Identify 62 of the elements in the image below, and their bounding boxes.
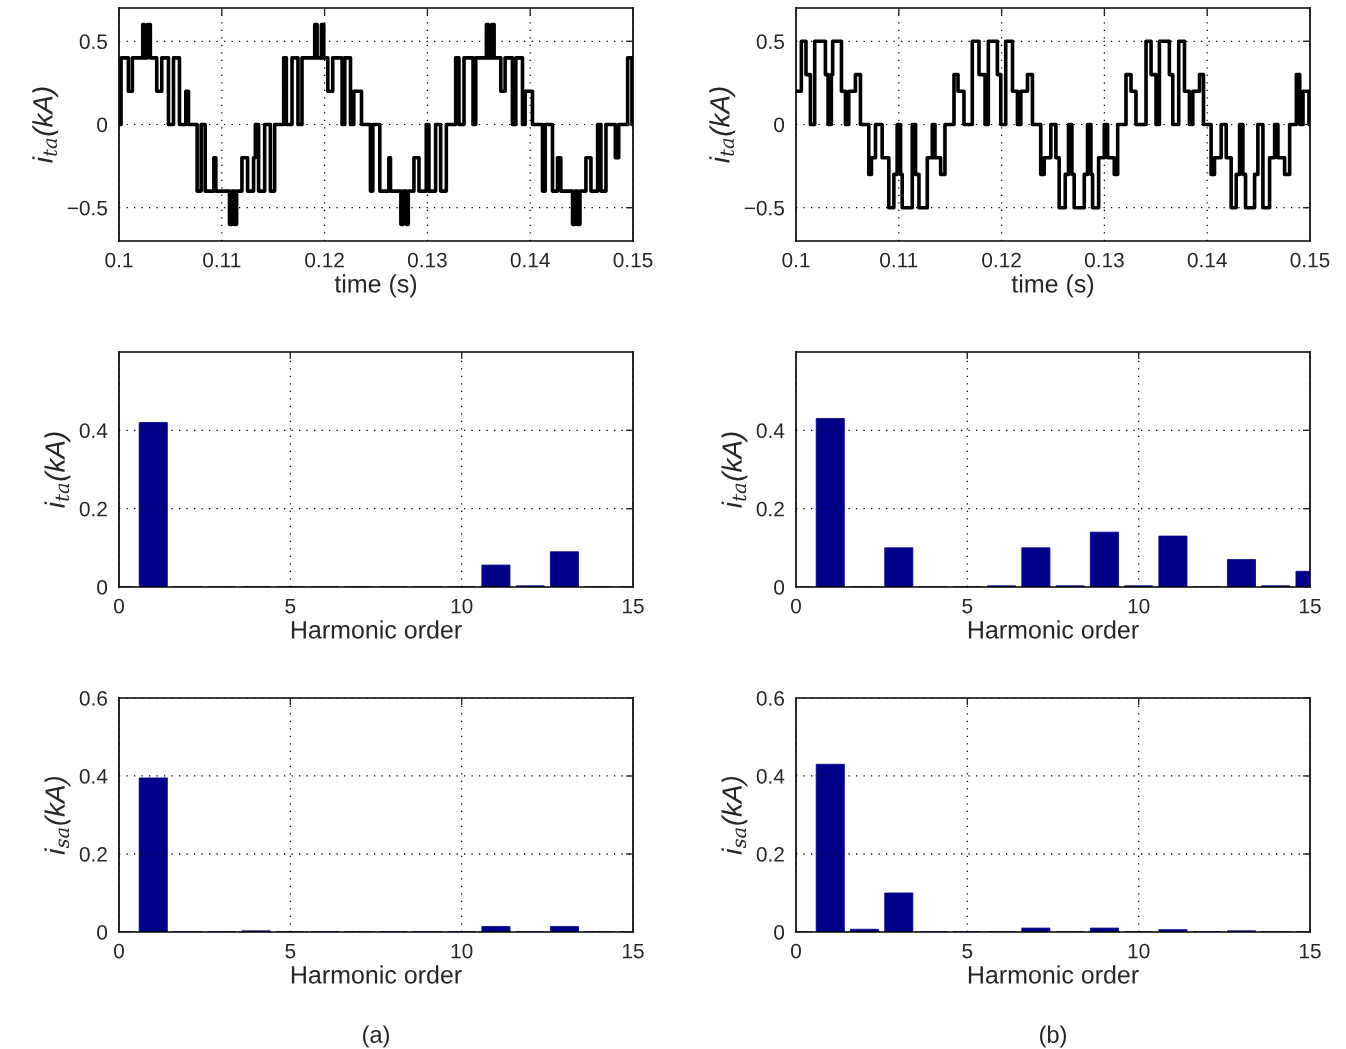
y-axis-title: i$_{ta}$(kA) — [721, 432, 748, 508]
text: (b) — [1040, 1025, 1066, 1048]
y-tick-label: 0.6 — [79, 691, 107, 706]
x-axis-title: time (s) — [1011, 274, 1094, 298]
y-axis-title: i$_{ta}$(kA) — [44, 432, 71, 508]
x-tick-label: 0.13 — [1084, 252, 1124, 268]
x-tick-label: 0.14 — [1187, 252, 1227, 268]
y-axis-title: i$_{sa}$(kA) — [44, 776, 71, 855]
y-axis-title: i$_{ta}$(kA) — [709, 87, 736, 163]
x-axis-title: Harmonic order — [968, 620, 1139, 639]
y-tick-label: 0.2 — [756, 847, 784, 862]
y-axis-title: i$_{sa}$(kA) — [721, 776, 748, 855]
y-tick-label: 0 — [97, 117, 108, 133]
y-tick-label: 0 — [97, 580, 108, 595]
y-tick-label: −0.5 — [744, 200, 785, 216]
y-tick-label: 0.2 — [79, 501, 107, 517]
x-tick-label: 5 — [285, 943, 296, 959]
x-tick-label: 0.11 — [880, 252, 918, 268]
text: (a) — [363, 1025, 389, 1048]
x-tick-label: 10 — [451, 598, 473, 614]
x-tick-label: 0 — [114, 598, 124, 614]
y-tick-label: 0.2 — [756, 501, 784, 517]
y-tick-label: 0.6 — [756, 691, 784, 706]
y-tick-label: 0.4 — [79, 769, 108, 784]
x-tick-label: 15 — [1300, 598, 1321, 614]
y-tick-label: −0.5 — [67, 200, 108, 216]
x-axis-title: Harmonic order — [291, 965, 462, 984]
x-tick-label: 0.1 — [782, 252, 810, 268]
x-tick-label: 5 — [962, 598, 973, 614]
x-tick-label: 0.11 — [203, 252, 241, 268]
x-axis-title: Harmonic order — [291, 620, 462, 639]
x-tick-label: 0.15 — [613, 252, 653, 268]
x-tick-label: 0.13 — [407, 252, 447, 268]
y-tick-label: 0.5 — [756, 34, 785, 50]
x-axis-title: Harmonic order — [968, 965, 1139, 984]
x-tick-label: 15 — [623, 943, 644, 959]
x-tick-label: 10 — [451, 943, 473, 959]
y-tick-label: 0 — [774, 925, 785, 940]
x-tick-label: 0.12 — [305, 252, 344, 268]
y-tick-label: 0.4 — [756, 423, 785, 439]
y-tick-label: 0.4 — [79, 423, 108, 439]
x-axis-title: time (s) — [334, 274, 417, 298]
y-tick-label: 0 — [97, 925, 108, 940]
x-tick-label: 0.1 — [105, 252, 133, 268]
y-axis-title: i$_{ta}$(kA) — [32, 87, 59, 163]
x-tick-label: 0.14 — [510, 252, 550, 268]
x-tick-label: 0.15 — [1290, 252, 1330, 268]
x-tick-label: 10 — [1128, 598, 1150, 614]
x-tick-label: 0 — [114, 943, 124, 959]
x-tick-label: 5 — [962, 943, 973, 959]
x-tick-label: 15 — [1300, 943, 1321, 959]
x-tick-label: 0 — [791, 598, 801, 614]
x-tick-label: 0.12 — [982, 252, 1021, 268]
x-tick-label: 10 — [1128, 943, 1150, 959]
y-tick-label: 0.4 — [756, 769, 785, 784]
x-tick-label: 5 — [285, 598, 296, 614]
y-tick-label: 0.2 — [79, 847, 107, 862]
y-tick-label: 0.5 — [79, 34, 108, 50]
x-tick-label: 0 — [791, 943, 801, 959]
x-tick-label: 15 — [623, 598, 644, 614]
y-tick-label: 0 — [774, 580, 785, 595]
y-tick-label: 0 — [774, 117, 785, 133]
